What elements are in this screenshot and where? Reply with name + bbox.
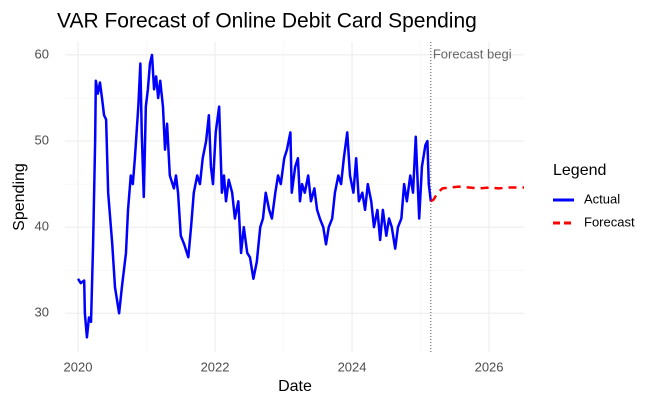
y-tick-label: 40 [35, 219, 49, 234]
chart-title: VAR Forecast of Online Debit Card Spendi… [57, 10, 477, 33]
x-tick-label: 2020 [64, 359, 93, 374]
x-tick-label: 2026 [475, 359, 504, 374]
y-tick-label: 30 [35, 305, 49, 320]
x-tick-label: 2024 [338, 359, 367, 374]
legend-label: Actual [584, 191, 620, 206]
x-tick-label: 2022 [201, 359, 230, 374]
legend-title: Legend [553, 162, 606, 179]
series-line [76, 53, 433, 339]
y-tick-label: 60 [35, 46, 49, 61]
y-tick-label: 50 [35, 132, 49, 147]
annotation: Forecast begi [433, 46, 512, 61]
series-line [430, 185, 524, 203]
legend-label: Forecast [584, 214, 635, 229]
y-axis-label: Spending [11, 163, 28, 231]
x-axis-label: Date [278, 378, 312, 395]
